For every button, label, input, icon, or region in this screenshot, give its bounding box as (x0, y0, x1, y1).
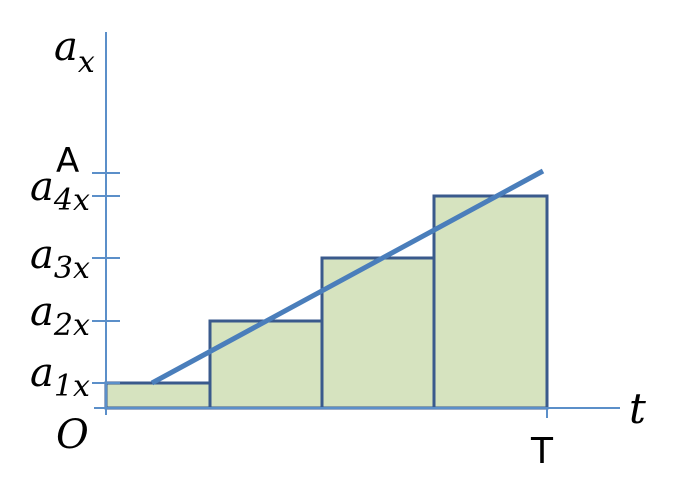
level-label-a4x: a4x (30, 164, 90, 218)
level-label-a1x: a1x (30, 350, 90, 404)
step-rectangles (104, 194, 549, 410)
level-label-a3x: a3x (30, 232, 90, 286)
y-axis-label: ax (54, 24, 95, 80)
end-label-T: T (530, 431, 554, 472)
step-4 (432, 194, 549, 410)
line-end-label-A: A (56, 141, 79, 181)
y-ticks (92, 172, 120, 384)
level-label-a2x: a2x (30, 289, 90, 343)
linear-line (150, 168, 545, 386)
origin-label: O (56, 412, 89, 458)
x-axis-label: t (629, 384, 646, 433)
step-2 (208, 319, 324, 410)
step-1 (104, 381, 212, 410)
